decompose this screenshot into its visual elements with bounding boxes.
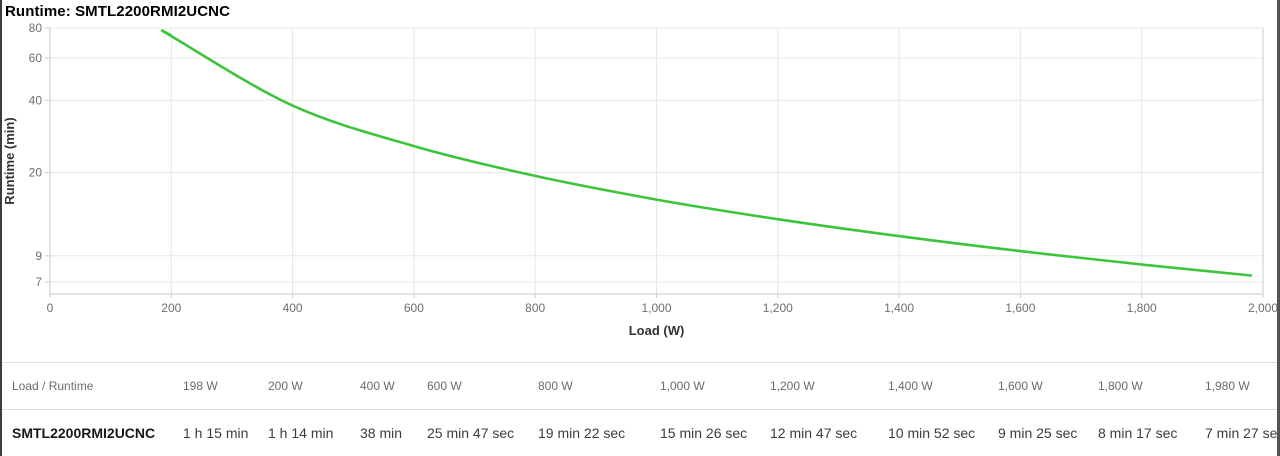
runtime-value-cell: 7 min 27 sec (1205, 425, 1280, 441)
runtime-value-cell: 1 h 14 min (268, 425, 334, 441)
runtime-chart-svg: 80 60 40 20 9 70 200 400 600 800 1,000 1,200 1,400 1,… (2, 21, 1278, 338)
chart-title: Runtime: SMTL2200RMI2UCNC (5, 3, 231, 20)
load-header-cell: 600 W (427, 379, 462, 393)
runtime-value-cell: 9 min 25 sec (998, 425, 1078, 441)
runtime-table: Load / Runtime 198 W 200 W 400 W 600 W 800 W 1… (0, 362, 1280, 456)
runtime-value-cell: 1 h 15 min (183, 425, 249, 441)
runtime-value-cell: 19 min 22 sec (538, 425, 626, 441)
load-axis-title: Load (W) (629, 323, 685, 338)
x-tick-label: 2,000 (1248, 301, 1278, 315)
runtime-chart: 80 60 40 20 9 7 0 200 400 600 800 1,000 1,200 1,400 1,… (2, 21, 1278, 338)
runtime-value-cell: 8 min 17 sec (1098, 425, 1178, 441)
x-tick-label: 1,400 (884, 301, 914, 315)
load-header-cell: 198 W (183, 379, 218, 393)
window-right-edge (1277, 0, 1280, 456)
x-tick-label: 1,200 (763, 301, 793, 315)
window-left-edge (0, 0, 2, 456)
x-tick-label: 600 (404, 301, 424, 315)
runtime-value-cell: 10 min 52 sec (888, 425, 976, 441)
y-tick-label: 20 (29, 166, 43, 180)
x-tick-label: 400 (283, 301, 303, 315)
load-header-cell: 1,400 W (888, 379, 933, 393)
load-header-cell: 1,200 W (770, 379, 815, 393)
table-data-row: SMTL2200RMI2UCNC 1 h 15 min 1 h 14 min 38 m… (0, 409, 1280, 456)
table-header-row: Load / Runtime 198 W 200 W 400 W 600 W 800 W 1… (0, 363, 1280, 409)
runtime-value-cell: 25 min 47 sec (427, 425, 515, 441)
model-name-cell: SMTL2200RMI2UCNC (12, 425, 156, 441)
x-tick-label: 1,600 (1005, 301, 1035, 315)
y-tick-label: 7 (35, 275, 42, 289)
y-tick-label: 80 (29, 21, 43, 35)
runtime-value-cell: 38 min (360, 425, 403, 441)
runtime-value-cell: 15 min 26 sec (660, 425, 748, 441)
table-header-label: Load / Runtime (12, 379, 94, 393)
load-header-cell: 1,600 W (998, 379, 1043, 393)
load-header-cell: 200 W (268, 379, 303, 393)
x-tick-label: 200 (161, 301, 181, 315)
runtime-axis-title: Runtime (min) (2, 117, 17, 204)
y-tick-label: 40 (29, 93, 43, 107)
y-tick-label: 9 (35, 249, 42, 263)
load-header-cell: 800 W (538, 379, 573, 393)
y-tick-label: 60 (29, 51, 43, 65)
x-tick-label: 1,800 (1127, 301, 1157, 315)
runtime-curve (160, 29, 1253, 277)
load-header-cell: 1,000 W (660, 379, 705, 393)
load-header-cell: 1,980 W (1205, 379, 1250, 393)
load-header-cell: 1,800 W (1098, 379, 1143, 393)
runtime-value-cell: 12 min 47 sec (770, 425, 858, 441)
load-header-cell: 400 W (360, 379, 395, 393)
x-tick-label: 0 (47, 301, 54, 315)
x-tick-label: 800 (525, 301, 545, 315)
x-tick-label: 1,000 (641, 301, 671, 315)
